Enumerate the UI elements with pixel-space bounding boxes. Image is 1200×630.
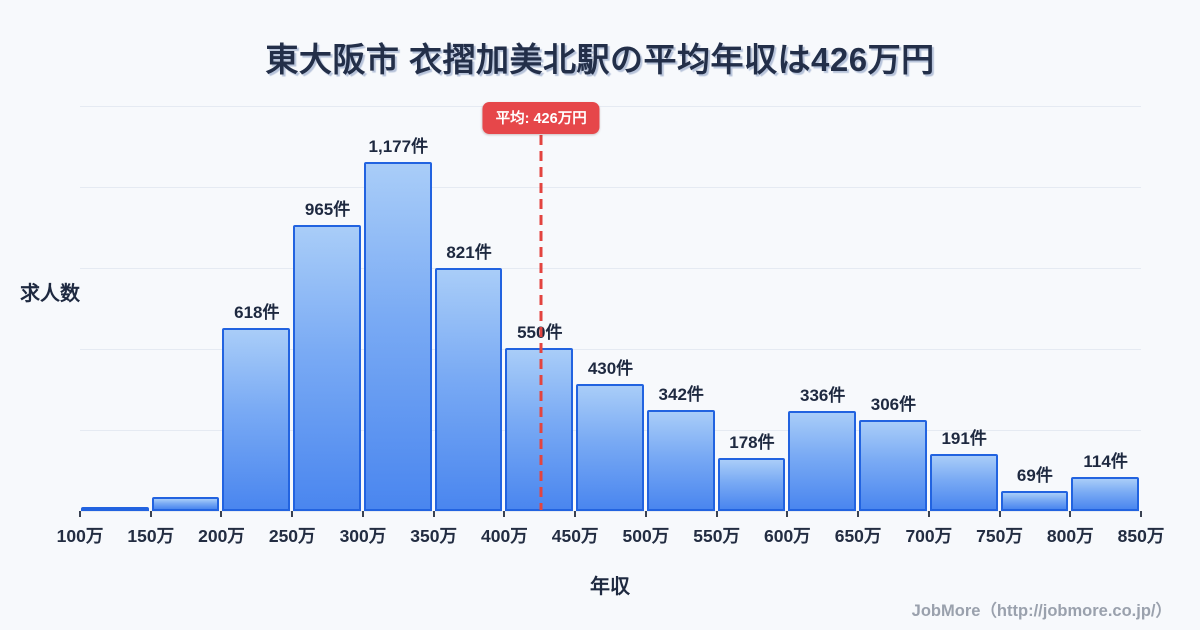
x-tick-label: 150万 [127, 526, 175, 546]
x-tick [79, 511, 81, 517]
bar [222, 328, 291, 511]
x-tick [503, 511, 506, 517]
bar-value-label: 430件 [587, 359, 634, 378]
x-tick-label: 700万 [905, 526, 953, 546]
bar [1071, 477, 1139, 511]
x-tick-label: 850万 [1117, 526, 1165, 546]
bar-value-label: 618件 [234, 303, 280, 322]
x-tick-label: 800万 [1046, 526, 1094, 546]
x-tick [291, 511, 294, 517]
gridline [80, 511, 1141, 512]
bar-value-label: 69件 [1016, 466, 1053, 485]
y-axis-label: 求人数 [20, 283, 80, 305]
gridline [80, 268, 1141, 269]
bar-value-label: 178件 [729, 433, 775, 452]
bar-value-label: 965件 [304, 200, 351, 219]
average-line [539, 135, 543, 510]
average-badge: 平均: 426万円 [482, 102, 600, 134]
footer-credit: JobMore（http://jobmore.co.jp/） [911, 602, 1172, 620]
x-tick-label: 550万 [693, 526, 740, 546]
x-tick [857, 511, 860, 517]
x-tick-label: 750万 [976, 526, 1023, 546]
x-tick-label: 500万 [622, 526, 670, 546]
x-tick-label: 650万 [834, 526, 882, 546]
bar-value-label: 336件 [800, 386, 846, 405]
bar [505, 348, 574, 511]
bar [363, 162, 432, 511]
bar [81, 507, 149, 511]
x-tick [220, 511, 223, 517]
bar [151, 497, 220, 511]
x-tick [998, 511, 1001, 517]
plot-area: 618件965件1,177件821件550件430件342件178件336件30… [57, 106, 1164, 546]
x-tick [786, 511, 789, 517]
x-tick-label: 450万 [551, 526, 599, 546]
x-tick [432, 511, 435, 517]
x-tick [574, 511, 577, 517]
x-tick [715, 511, 718, 517]
bar [788, 411, 857, 511]
gridline [80, 106, 1141, 107]
x-axis-label: 年収 [590, 576, 630, 598]
x-tick-label: 200万 [198, 526, 245, 546]
bar [1000, 491, 1069, 511]
page-title: 東大阪市 衣摺加美北駅の平均年収は426万円 [265, 41, 935, 78]
bar-value-label: 821件 [446, 243, 492, 262]
bar-value-label: 342件 [658, 385, 704, 404]
x-tick-label: 350万 [410, 526, 458, 546]
gridline [80, 349, 1141, 350]
x-tick-label: 250万 [268, 526, 316, 546]
x-tick [644, 511, 647, 517]
bar [859, 420, 927, 511]
bar [434, 268, 503, 511]
x-tick [361, 511, 364, 517]
bar [576, 384, 644, 511]
gridline [80, 187, 1141, 188]
bar-value-label: 191件 [941, 429, 987, 448]
x-tick-label: 600万 [763, 526, 811, 546]
bar [293, 225, 361, 511]
bar-value-label: 114件 [1083, 452, 1128, 471]
bar-value-label: 306件 [870, 395, 917, 414]
x-tick-label: 100万 [56, 526, 104, 546]
x-tick-label: 300万 [339, 526, 387, 546]
x-tick [927, 511, 930, 517]
x-tick [1140, 511, 1142, 517]
x-tick [149, 511, 152, 517]
bar [646, 410, 715, 511]
bar [929, 454, 998, 511]
bar-value-label: 1,177件 [368, 137, 429, 156]
x-tick [1069, 511, 1072, 517]
x-tick-label: 400万 [481, 526, 528, 546]
bar [717, 458, 786, 511]
